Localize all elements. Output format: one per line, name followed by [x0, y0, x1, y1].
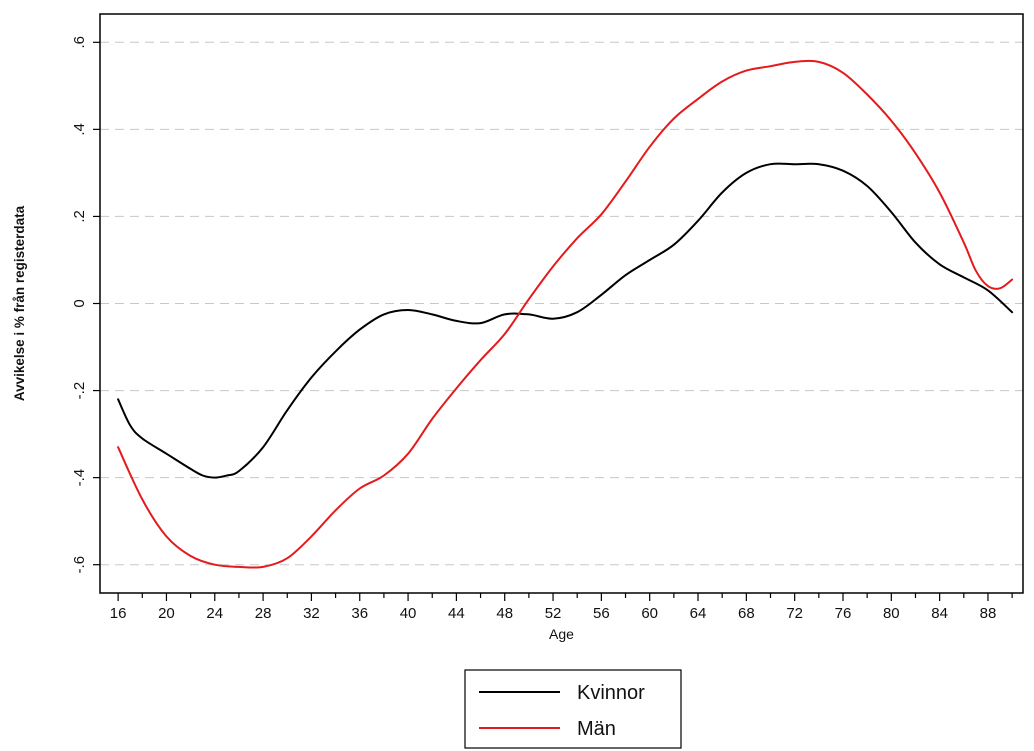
x-tick-label: 56: [593, 605, 610, 622]
gridlines: [100, 41, 1023, 566]
legend-label: Män: [577, 718, 616, 740]
legend-label: Kvinnor: [577, 682, 645, 704]
legend: Kvinnor Män: [464, 669, 682, 749]
x-axis: 16 20 24 28 32 36 40 44 48 52 56 60 64 68 72 76 80 84 88: [110, 593, 1013, 622]
series-line-kvinnor: [117, 162, 1014, 479]
y-axis-title: Avvikelse i % från registerdata: [12, 205, 27, 401]
x-tick-label: 44: [448, 605, 465, 622]
x-tick-label: 24: [206, 605, 223, 622]
series-lines: [117, 59, 1014, 569]
x-tick-label: 16: [110, 605, 127, 622]
x-tick-label: 76: [835, 605, 852, 622]
y-tick-label: -.6: [71, 556, 88, 574]
x-tick-label: 84: [931, 605, 948, 622]
y-tick-label: -.2: [71, 382, 88, 400]
x-tick-label: 52: [545, 605, 562, 622]
x-tick-label: 60: [641, 605, 658, 622]
x-tick-label: 64: [690, 605, 707, 622]
x-tick-label: 48: [496, 605, 513, 622]
legend-box: [464, 669, 682, 749]
x-tick-label: 28: [255, 605, 272, 622]
y-axis: -.6 -.4 -.2 0 .2 .4 .6: [71, 36, 100, 573]
y-tick-label: .2: [71, 210, 88, 223]
y-tick-label: -.4: [71, 469, 88, 487]
x-tick-label: 20: [158, 605, 175, 622]
series-line-man: [117, 59, 1014, 569]
y-tick-label: .4: [71, 123, 88, 136]
x-tick-label: 72: [786, 605, 803, 622]
y-tick-label: 0: [71, 299, 88, 307]
x-tick-label: 36: [351, 605, 368, 622]
y-tick-label: .6: [71, 36, 88, 49]
x-axis-title: Age: [549, 626, 574, 642]
x-tick-label: 40: [400, 605, 417, 622]
x-tick-label: 32: [303, 605, 320, 622]
x-tick-label: 68: [738, 605, 755, 622]
x-tick-label: 80: [883, 605, 900, 622]
x-tick-label: 88: [980, 605, 997, 622]
